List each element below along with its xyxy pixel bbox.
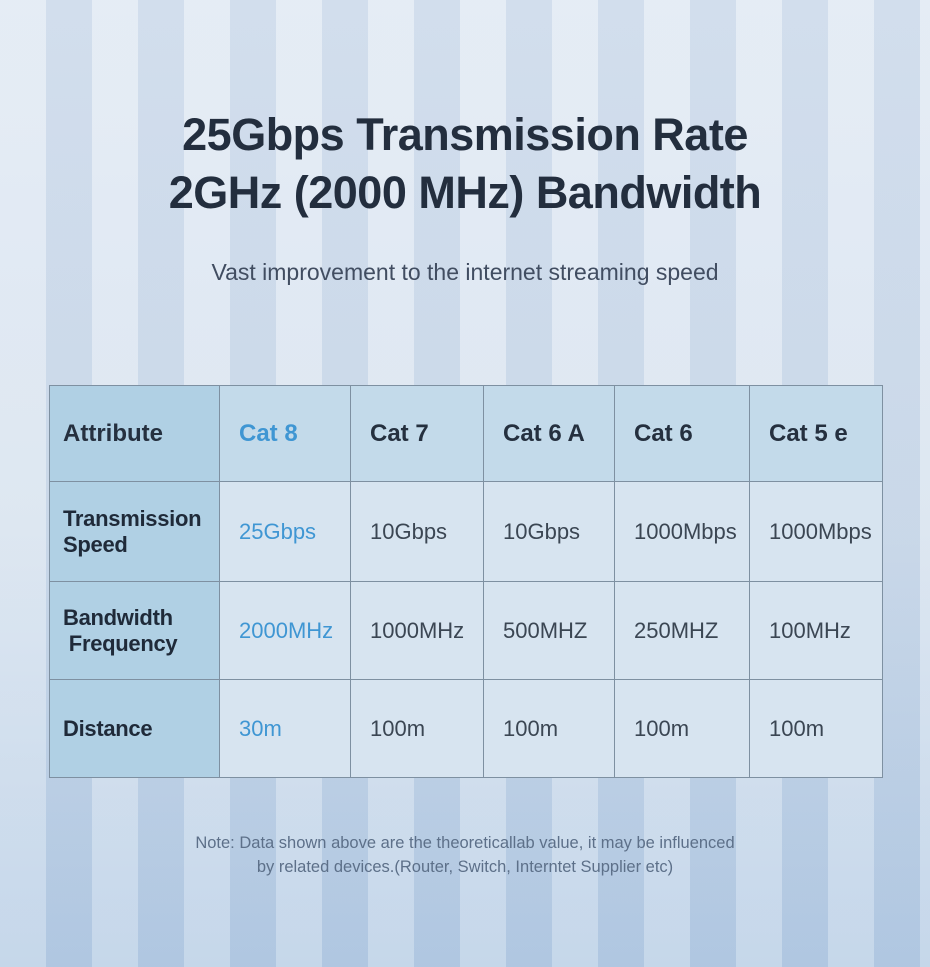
table-row-bandwidth-frequency: Bandwidth Frequency 2000MHz 1000MHz 500M… xyxy=(49,581,883,680)
cell-transmission-cat7: 10Gbps xyxy=(350,481,484,582)
cell-distance-cat5e: 100m xyxy=(749,679,883,778)
row-label-line: Bandwidth xyxy=(63,604,173,630)
note-line-2: by related devices.(Router, Switch, Inte… xyxy=(256,858,674,876)
page-title: 25Gbps Transmission Rate 2GHz (2000 MHz)… xyxy=(0,106,930,222)
cell-transmission-cat6: 1000Mbps xyxy=(614,481,750,582)
row-label-distance: Distance xyxy=(49,679,220,778)
row-label-bandwidth-frequency: Bandwidth Frequency xyxy=(49,581,220,680)
page-title-line-2: 2GHz (2000 MHz) Bandwidth xyxy=(168,167,762,218)
cell-transmission-cat8: 25Gbps xyxy=(219,481,351,582)
cell-distance-cat8: 30m xyxy=(219,679,351,778)
row-label-line: Transmission xyxy=(63,505,202,531)
row-label-transmission-speed: Transmission Speed xyxy=(49,481,220,582)
table-row-transmission-speed: Transmission Speed 25Gbps 10Gbps 10Gbps … xyxy=(49,481,883,582)
cell-distance-cat6: 100m xyxy=(614,679,750,778)
row-label-line: Speed xyxy=(63,531,128,557)
header-cat8-cell: Cat 8 xyxy=(219,385,351,482)
cell-bandwidth-cat5e: 100MHz xyxy=(749,581,883,680)
cell-bandwidth-cat6a: 500MHZ xyxy=(483,581,615,680)
header-attribute-cell: Attribute xyxy=(49,385,220,482)
row-label-line: Distance xyxy=(63,715,153,741)
cell-transmission-cat5e: 1000Mbps xyxy=(749,481,883,582)
table-header-row: Attribute Cat 8 Cat 7 Cat 6 A Cat 6 Cat … xyxy=(49,385,883,482)
cell-bandwidth-cat8: 2000MHz xyxy=(219,581,351,680)
table-row-distance: Distance 30m 100m 100m 100m 100m xyxy=(49,679,883,778)
note-text: Note: Data shown above are the theoretic… xyxy=(0,831,930,879)
header-cat6a-cell: Cat 6 A xyxy=(483,385,615,482)
comparison-table: Attribute Cat 8 Cat 7 Cat 6 A Cat 6 Cat … xyxy=(49,385,883,778)
note-line-1: Note: Data shown above are the theoretic… xyxy=(195,834,735,852)
cell-bandwidth-cat6: 250MHZ xyxy=(614,581,750,680)
header-cat6-cell: Cat 6 xyxy=(614,385,750,482)
header-cat5e-cell: Cat 5 e xyxy=(749,385,883,482)
cell-distance-cat7: 100m xyxy=(350,679,484,778)
page-subtitle: Vast improvement to the internet streami… xyxy=(211,259,719,285)
page-title-line-1: 25Gbps Transmission Rate xyxy=(182,109,748,160)
cell-transmission-cat6a: 10Gbps xyxy=(483,481,615,582)
header-cat7-cell: Cat 7 xyxy=(350,385,484,482)
cell-distance-cat6a: 100m xyxy=(483,679,615,778)
row-label-line: Frequency xyxy=(63,630,178,656)
cell-bandwidth-cat7: 1000MHz xyxy=(350,581,484,680)
